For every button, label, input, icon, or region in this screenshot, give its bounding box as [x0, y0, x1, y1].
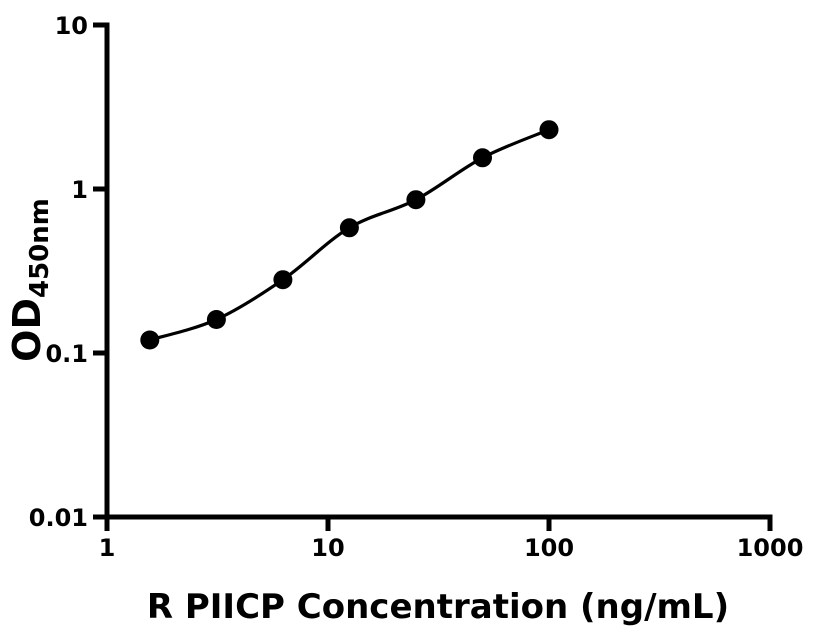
x-tick-label-1000: 1000: [737, 534, 804, 562]
x-tick-label-1: 1: [99, 534, 116, 562]
data-series: [140, 120, 559, 350]
y-axis-title-subscript: 450nm: [25, 198, 55, 298]
y-tick-label-1: 1: [71, 176, 88, 204]
y-tick-label-0.01: 0.01: [29, 504, 88, 532]
axis-ticks: [93, 22, 773, 531]
y-tick-label-10: 10: [55, 12, 88, 40]
data-point-2: [206, 310, 226, 329]
x-axis-title: R PIICP Concentration (ng/mL): [147, 587, 729, 627]
axes: [104, 22, 773, 520]
axis-tick-labels: 1 10 100 1000 0.01 0.1 1 10: [29, 12, 804, 562]
data-point-1: [140, 330, 160, 350]
x-tick-label-10: 10: [311, 534, 344, 562]
axis-spines: [104, 22, 773, 520]
y-axis-title: OD450nm: [5, 198, 55, 362]
x-tick-label-100: 100: [524, 534, 574, 562]
data-point-7: [539, 120, 559, 140]
y-tick-label-0.1: 0.1: [45, 340, 88, 368]
data-point-6: [473, 148, 492, 168]
y-axis-title-main: OD: [5, 298, 49, 362]
data-point-4: [339, 218, 359, 238]
data-point-5: [406, 190, 426, 210]
data-point-3: [273, 270, 293, 290]
